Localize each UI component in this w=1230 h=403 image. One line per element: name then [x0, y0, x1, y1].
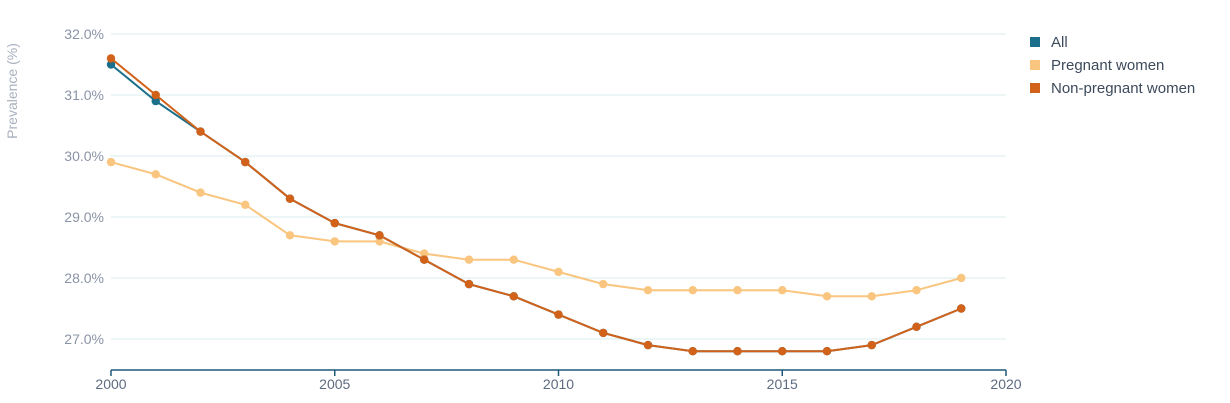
data-point[interactable]	[420, 249, 429, 258]
data-point[interactable]	[285, 194, 295, 203]
data-point[interactable]	[733, 347, 742, 356]
data-point[interactable]	[822, 347, 832, 356]
data-point[interactable]	[285, 231, 295, 240]
series-lines	[106, 54, 966, 356]
data-point[interactable]	[778, 286, 787, 295]
data-point[interactable]	[241, 200, 250, 209]
data-point[interactable]	[420, 255, 429, 264]
gridlines: 27.0% 28.0% 29.0% 30.0% 31.0% 32.0%	[64, 26, 1006, 347]
legend-swatch	[1030, 83, 1040, 93]
legend-label[interactable]: All	[1051, 34, 1068, 51]
legend: All Pregnant women Non-pregnant women	[1030, 34, 1195, 97]
data-point[interactable]	[599, 279, 608, 289]
data-point[interactable]	[957, 273, 966, 283]
legend-label[interactable]: Non-pregnant women	[1051, 80, 1195, 97]
data-point[interactable]	[778, 347, 787, 356]
data-point[interactable]	[867, 340, 876, 350]
x-tick-label: 2015	[767, 376, 798, 392]
y-axis-label: Prevalence (%)	[4, 43, 20, 139]
data-point[interactable]	[151, 170, 160, 179]
data-point[interactable]	[241, 157, 250, 167]
series-all	[106, 60, 966, 356]
data-point[interactable]	[151, 90, 160, 100]
data-point[interactable]	[464, 255, 474, 264]
series-pregnant-women	[106, 157, 966, 301]
data-point[interactable]	[509, 255, 518, 264]
data-point[interactable]	[822, 292, 832, 301]
data-point[interactable]	[912, 286, 921, 295]
data-point[interactable]	[867, 292, 876, 301]
data-point[interactable]	[643, 340, 653, 350]
data-point[interactable]	[330, 218, 339, 228]
data-point[interactable]	[196, 127, 205, 136]
data-point[interactable]	[330, 237, 339, 246]
data-point[interactable]	[599, 328, 608, 338]
y-tick-label: 27.0%	[64, 331, 104, 347]
series-line	[110, 161, 962, 298]
legend-swatch	[1030, 37, 1040, 47]
data-point[interactable]	[106, 60, 116, 69]
data-point[interactable]	[554, 267, 563, 277]
data-point[interactable]	[375, 237, 384, 246]
data-point[interactable]	[554, 310, 563, 319]
series-line	[110, 63, 962, 353]
x-tick-label: 2005	[319, 376, 350, 392]
legend-swatch	[1030, 60, 1040, 70]
data-point[interactable]	[106, 157, 116, 167]
data-point[interactable]	[643, 286, 653, 295]
x-tick-label: 2000	[95, 376, 126, 392]
data-point[interactable]	[957, 304, 966, 313]
x-tick-label: 2020	[990, 376, 1021, 392]
data-point[interactable]	[688, 286, 697, 295]
data-point[interactable]	[464, 279, 474, 289]
data-point[interactable]	[688, 347, 697, 356]
axes: 2000 2005 2010 2015 2020	[95, 369, 1022, 392]
y-tick-label: 32.0%	[64, 26, 104, 42]
data-point[interactable]	[733, 286, 742, 295]
y-tick-label: 30.0%	[64, 148, 104, 164]
series-line	[110, 57, 962, 353]
legend-label[interactable]: Pregnant women	[1051, 57, 1164, 74]
data-point[interactable]	[375, 231, 384, 240]
x-tick-label: 2010	[543, 376, 574, 392]
data-point[interactable]	[151, 96, 160, 106]
y-tick-label: 29.0%	[64, 209, 104, 225]
data-point[interactable]	[509, 292, 518, 301]
y-tick-label: 28.0%	[64, 270, 104, 286]
y-tick-label: 31.0%	[64, 87, 104, 103]
data-point[interactable]	[106, 54, 116, 63]
data-point[interactable]	[912, 322, 921, 331]
series-non-pregnant-women	[106, 54, 966, 356]
data-point[interactable]	[196, 188, 205, 197]
